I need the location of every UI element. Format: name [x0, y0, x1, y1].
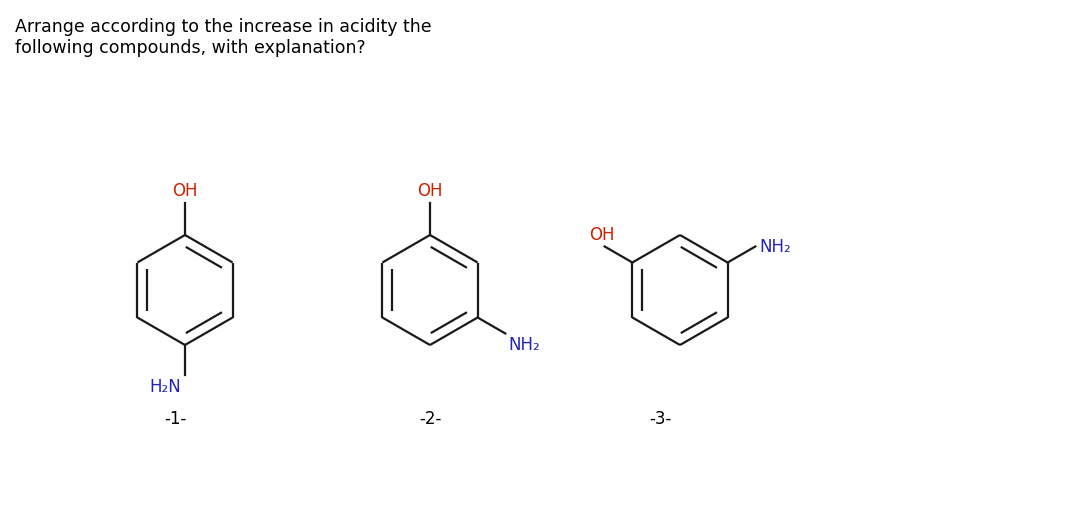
Text: NH₂: NH₂ — [509, 336, 541, 353]
Text: NH₂: NH₂ — [759, 238, 791, 256]
Text: H₂N: H₂N — [150, 378, 181, 396]
Text: OH: OH — [417, 182, 442, 200]
Text: -2-: -2- — [419, 410, 441, 428]
Text: -3-: -3- — [649, 410, 672, 428]
Text: Arrange according to the increase in acidity the
following compounds, with expla: Arrange according to the increase in aci… — [15, 18, 431, 57]
Text: -1-: -1- — [164, 410, 187, 428]
Text: OH: OH — [173, 182, 198, 200]
Text: OH: OH — [589, 226, 615, 244]
